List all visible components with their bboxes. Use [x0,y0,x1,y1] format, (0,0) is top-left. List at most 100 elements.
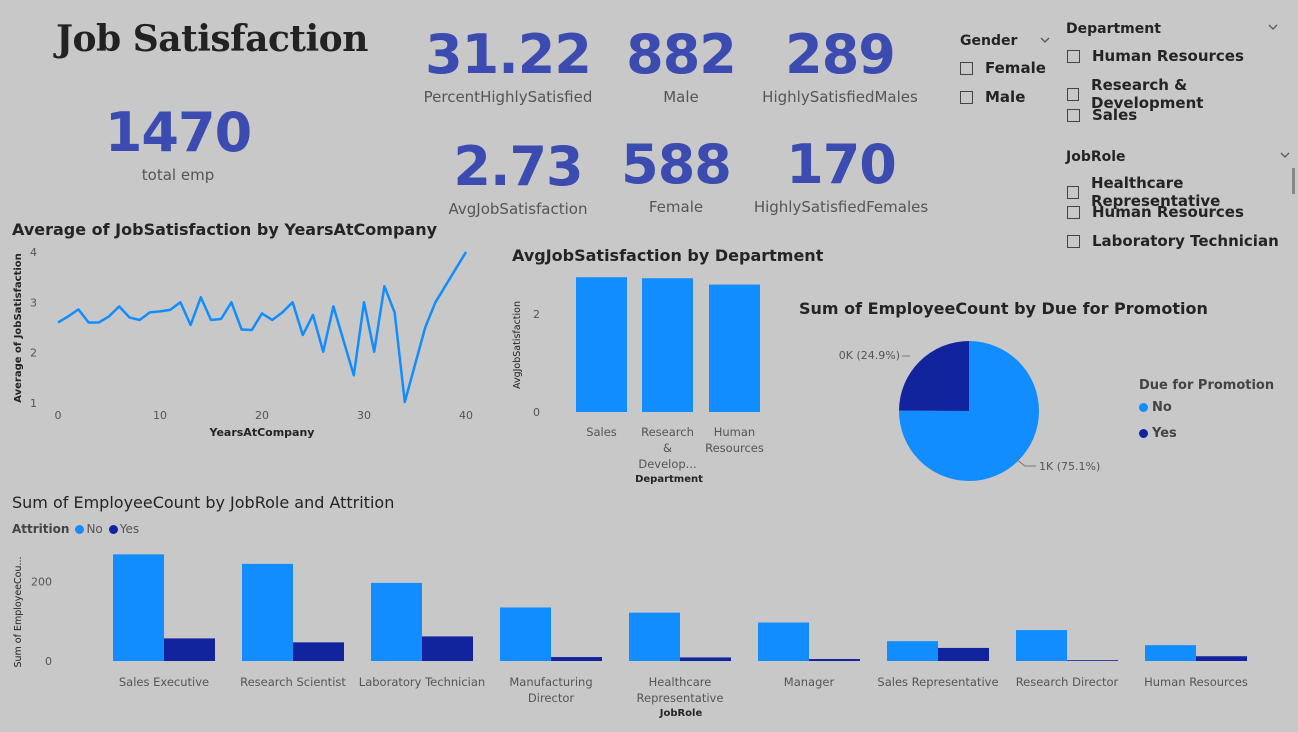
pie-slice[interactable] [898,341,1039,481]
chevron-down-icon[interactable] [1268,22,1278,32]
gender-option-male[interactable]: Male [960,88,1025,106]
x-tick-label: 0 [55,409,62,422]
page-title: Job Satisfaction [56,18,368,60]
gender-slicer: Gender Female Male [960,30,1060,120]
bar-no[interactable] [113,554,164,661]
option-label: Research & Development [1091,76,1204,112]
legend-dot [108,524,118,534]
kpi-female: 588 Female [616,133,736,217]
x-tick-label: Human [714,425,755,439]
checkbox[interactable] [1067,49,1080,63]
jobrole-slicer: JobRole Healthcare Representative Human … [1066,146,1296,256]
kpi-value: 170 [786,133,897,196]
bar-yes[interactable] [164,638,215,661]
legend-label[interactable]: Yes [119,522,140,536]
legend-label[interactable]: No [86,522,103,536]
x-tick-label: Sales Executive [119,675,209,689]
bar[interactable] [709,284,760,412]
department-option[interactable]: Sales [1067,106,1137,124]
legend-label: No [1152,400,1172,415]
kpi-label: AvgJobSatisfaction [448,200,588,218]
bar-no[interactable] [758,622,809,661]
jobrole-option[interactable]: Laboratory Technician [1067,232,1279,250]
kpi-avg-job-satisfaction: 2.73 AvgJobSatisfaction [438,135,598,219]
bar-yes[interactable] [422,636,473,661]
pie-chart: 1K (75.1%) 0K (24.9%) [839,341,1100,481]
jobrole-option[interactable]: Healthcare Representative [1067,174,1296,210]
pie-legend-title: Due for Promotion [1139,378,1275,393]
bar-yes[interactable] [938,647,989,661]
checkbox[interactable] [1067,87,1080,101]
kpi-value: 1470 [104,101,252,164]
bar-no[interactable] [500,607,551,661]
attrition-bar-chart: 0 200 Sales Executive Research Scientist La… [13,554,1248,719]
option-label: Sales [1092,106,1138,124]
gender-slicer-title: Gender [960,33,1018,49]
bar-no[interactable] [1016,630,1067,661]
checkbox[interactable] [960,90,973,104]
kpi-label: PercentHighlySatisfied [423,88,593,106]
checkbox[interactable] [960,61,973,75]
x-tick-label: Representative [637,691,724,705]
x-tick-label: 20 [255,409,269,422]
series-line [57,251,468,404]
bar-yes[interactable] [293,642,344,661]
line-chart-title: Average of JobSatisfaction by YearsAtCom… [12,220,438,239]
bar-yes[interactable] [551,657,602,661]
bar-yes[interactable] [1196,656,1247,661]
kpi-value: 31.22 [425,23,592,86]
pie-legend-item-yes[interactable]: Yes [1139,426,1177,441]
department-option[interactable]: Human Resources [1067,47,1244,65]
kpi-value: 2.73 [453,135,583,198]
y-tick-label: 2 [533,308,540,321]
checkbox[interactable] [1067,108,1080,122]
department-slicer: Department Human Resources Research & De… [1066,18,1286,128]
scrollbar[interactable] [1292,168,1295,194]
kpi-value: 289 [785,23,896,86]
y-tick-label: 2 [30,347,37,360]
pie-legend-item-no[interactable]: No [1139,400,1172,415]
legend-title: Attrition [12,522,70,536]
x-tick-label: Sales Representative [877,675,998,689]
bar-no[interactable] [629,612,680,661]
bar[interactable] [576,277,627,412]
x-tick-label: Laboratory Technician [359,675,485,689]
y-axis-label: AvgJobSatisfaction [512,301,523,389]
department-option[interactable]: Research & Development [1067,76,1286,112]
bar-yes[interactable] [1067,660,1118,661]
jobrole-option[interactable]: Human Resources [1067,203,1244,221]
x-tick-label: Resources [705,441,764,455]
x-tick-label: Research Scientist [240,675,346,689]
y-tick-label: 3 [30,296,37,309]
data-label: 0K (24.9%) [839,349,900,362]
x-tick-label: Human Resources [1144,675,1248,689]
checkbox[interactable] [1067,234,1080,248]
kpi-label: HighlySatisfiedMales [762,88,918,106]
chevron-down-icon[interactable] [1280,150,1290,160]
bar-no[interactable] [1145,645,1196,661]
option-label: Female [985,59,1046,77]
bar-yes[interactable] [680,657,731,661]
option-label: Human Resources [1092,47,1244,65]
chevron-down-icon[interactable] [1040,35,1050,45]
department-slicer-title: Department [1066,21,1161,37]
checkbox[interactable] [1067,185,1079,199]
gender-option-female[interactable]: Female [960,59,1046,77]
x-axis-label: Department [635,474,703,485]
x-tick-label: Research [641,425,694,439]
y-tick-label: 200 [31,576,52,589]
y-axis-label: Sum of EmployeeCou... [13,556,24,667]
checkbox[interactable] [1067,205,1080,219]
x-axis-label: JobRole [659,708,703,719]
legend-dot [1139,403,1148,412]
bar-no[interactable] [887,641,938,661]
kpi-value: 588 [621,133,732,196]
bar-no[interactable] [242,563,293,661]
department-bar-chart: 0 2 Sales Research & Develop... Human Resource… [512,277,764,485]
pie-slice[interactable] [899,341,969,411]
bar[interactable] [642,278,693,412]
x-axis-label: YearsAtCompany [209,426,315,439]
y-tick-label: 1 [30,397,37,410]
bar-yes[interactable] [809,659,860,661]
bar-no[interactable] [371,582,422,661]
